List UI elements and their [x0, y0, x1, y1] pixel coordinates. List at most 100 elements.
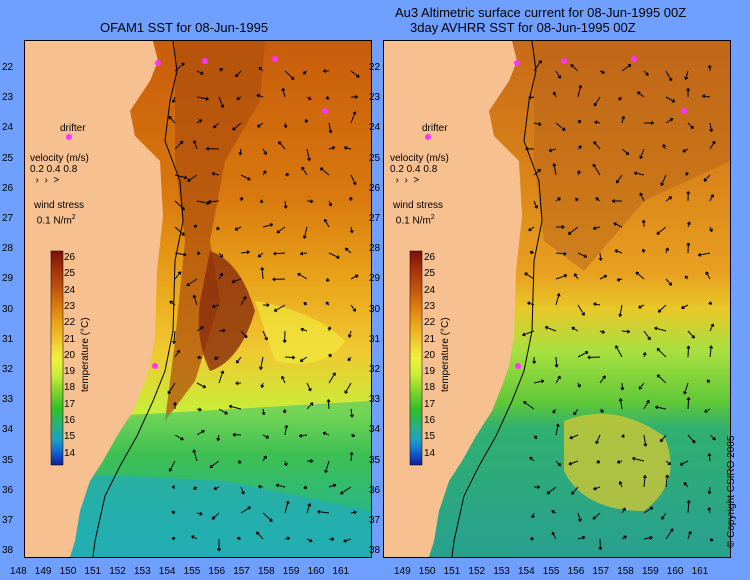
velocity-arrow: [533, 379, 545, 384]
velocity-arrow: [192, 449, 198, 462]
velocity-arrow: [555, 375, 561, 384]
velocity-arrow: [196, 429, 205, 436]
velocity-arrow: [284, 424, 289, 436]
velocity-arrow: [555, 293, 561, 306]
longitude-tick: 157: [592, 566, 610, 577]
velocity-arrow: [613, 222, 623, 228]
velocity-arrow: [616, 459, 623, 464]
velocity-arrow: [171, 510, 176, 515]
latitude-tick: 33: [2, 394, 14, 406]
colorbar-tick: 26: [424, 252, 436, 263]
velocity-arrow: [708, 301, 713, 306]
velocity-arrow: [186, 278, 198, 287]
velocity-arrow: [340, 486, 352, 495]
velocity-arrow: [656, 226, 667, 235]
latitude-tick: 25: [2, 152, 14, 164]
velocity-arrow: [587, 355, 601, 360]
velocity-arrow: [205, 146, 220, 151]
velocity-arrow: [262, 303, 270, 308]
velocity-arrow: [217, 538, 222, 552]
velocity-arrow: [322, 69, 330, 74]
velocity-arrow: [703, 174, 711, 182]
velocity-arrow: [683, 382, 689, 395]
colorbar-tick: 24: [424, 284, 436, 296]
velocity-arrow: [686, 191, 691, 202]
latitude-tick: 37: [2, 515, 14, 526]
velocity-arrow: [598, 538, 603, 551]
velocity-arrow: [577, 84, 583, 98]
longitude-tick: 154: [158, 566, 176, 577]
velocity-arrow: [256, 93, 264, 98]
velocity-arrow: [211, 304, 220, 309]
velocity-arrow: [212, 122, 220, 129]
velocity-arrow: [350, 304, 357, 312]
velocity-arrow: [683, 482, 689, 488]
velocity-arrow: [686, 88, 691, 98]
velocity-arrow: [555, 460, 562, 467]
velocity-arrow: [665, 278, 673, 286]
velocity-arrow: [574, 273, 579, 280]
velocity-arrow: [706, 379, 711, 384]
latitude-tick: 24: [369, 122, 381, 134]
latitude-tick: 34: [369, 424, 381, 436]
longitude-tick: 161: [332, 566, 350, 577]
velocity-arrow: [687, 434, 696, 444]
velocity-arrow: [328, 122, 333, 134]
velocity-arrow: [665, 528, 674, 540]
velocity-arrow: [168, 460, 176, 472]
velocity-arrow: [272, 277, 286, 282]
velocity-arrow: [284, 355, 296, 360]
colorbar-tick: 23: [424, 300, 436, 312]
longitude-tick: 150: [59, 566, 77, 577]
colorbar-tick: 20: [64, 349, 76, 361]
velocity-arrow: [167, 382, 176, 395]
velocity-arrow: [641, 219, 646, 228]
colorbar-tick: 14: [424, 447, 436, 459]
velocity-arrow: [262, 512, 273, 522]
velocity-arrow: [662, 144, 667, 150]
longitude-tick: 153: [134, 566, 151, 577]
velocity-arrow: [569, 434, 579, 440]
velocity-arrow: [273, 304, 286, 312]
velocity-arrow: [273, 251, 286, 256]
velocity-arrow: [171, 536, 176, 541]
drifter-tracks: [425, 56, 687, 369]
velocity-arrow: [643, 120, 654, 125]
colorbar-tick: 17: [424, 398, 436, 410]
velocity-arrow: [599, 375, 606, 384]
velocity-arrow: [240, 250, 250, 255]
velocity-arrow: [348, 196, 353, 202]
velocity-arrow: [303, 485, 308, 490]
velocity-arrow: [168, 115, 176, 124]
velocity-arrow: [284, 500, 290, 514]
longitude-tick: 149: [394, 566, 411, 577]
latitude-tick: 34: [2, 424, 14, 436]
latitude-tick: 30: [369, 303, 381, 315]
colorbar-tick: 17: [64, 398, 76, 410]
velocity-vectors: [167, 62, 360, 552]
velocity-arrow: [639, 192, 645, 202]
velocity-arrow: [218, 272, 223, 280]
velocity-arrow: [350, 94, 358, 99]
velocity-arrow: [621, 535, 627, 540]
velocity-arrow: [275, 483, 286, 488]
colorbar-tick: 16: [424, 415, 436, 426]
velocity-arrow: [595, 197, 601, 202]
velocity-arrow: [192, 140, 198, 150]
velocity-arrow: [257, 252, 264, 258]
velocity-arrow: [555, 225, 565, 229]
velocity-arrow: [665, 96, 676, 103]
drifter-legend-right: drifter: [422, 123, 448, 134]
velocity-arrow: [577, 351, 589, 358]
velocity-arrow: [232, 122, 242, 131]
velocity-arrow: [214, 356, 220, 360]
colorbar-tick: 19: [64, 366, 76, 378]
velocity-arrow: [687, 330, 695, 339]
velocity-arrow: [643, 434, 648, 447]
velocity-arrow: [642, 475, 647, 488]
velocity-arrow: [577, 535, 586, 540]
velocity-arrow: [218, 252, 224, 258]
velocity-arrow: [301, 166, 308, 176]
velocity-arrow: [528, 226, 535, 232]
velocity-arrow: [544, 325, 557, 332]
